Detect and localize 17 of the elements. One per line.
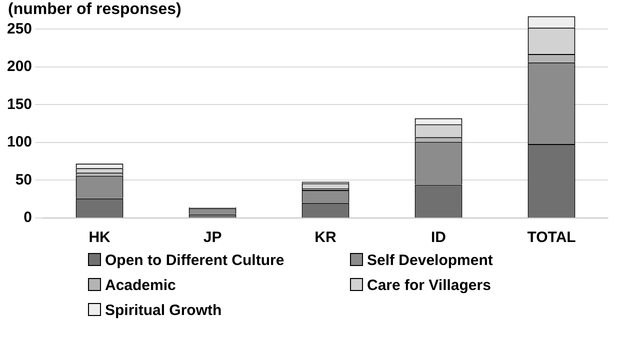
- y-tick-label: 200: [6, 58, 32, 76]
- y-tick-label: 50: [15, 171, 32, 188]
- x-tick-label: JP: [203, 229, 222, 246]
- y-axis-title: (number of responses): [8, 1, 182, 19]
- y-tick-label: 250: [6, 20, 32, 38]
- x-tick-label: KR: [314, 229, 337, 246]
- legend-label: Open to Different Culture: [105, 252, 284, 269]
- legend-label: Academic: [105, 277, 176, 294]
- x-tick-label: ID: [431, 229, 446, 246]
- y-tick-label: 0: [24, 209, 32, 226]
- legend-label: Self Development: [367, 252, 493, 269]
- y-tick-label: 150: [6, 96, 32, 113]
- y-tick-label: 100: [6, 134, 32, 151]
- legend-label: Care for Villagers: [367, 277, 491, 294]
- x-tick-label: HK: [88, 229, 111, 246]
- legend-label: Spiritual Growth: [105, 302, 222, 319]
- x-tick-label: TOTAL: [527, 229, 576, 246]
